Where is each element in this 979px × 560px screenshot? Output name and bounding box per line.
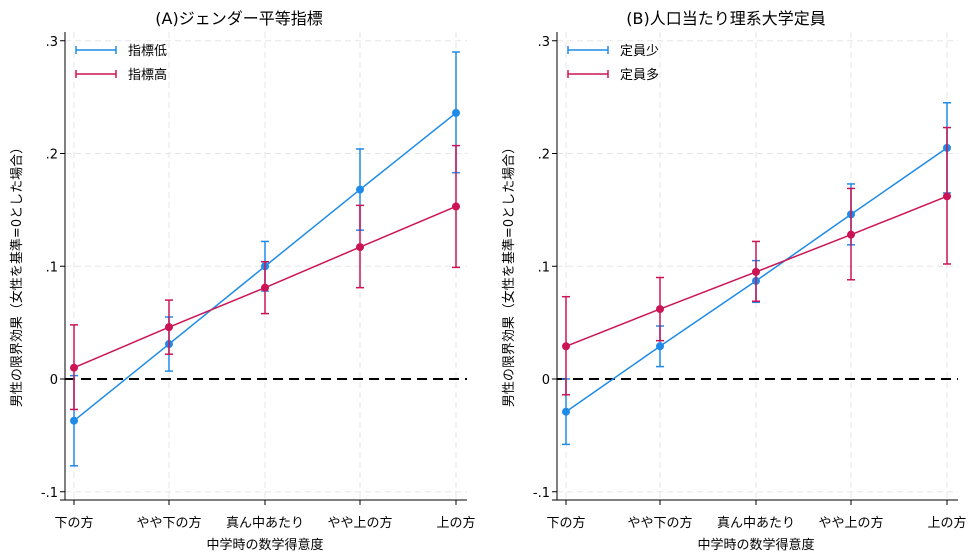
data-point: [356, 185, 364, 194]
legend-entry: 定員少: [567, 44, 659, 59]
x-tick-label: やや下の方: [627, 515, 692, 531]
data-point: [562, 342, 570, 351]
legend-label: 指標低: [128, 44, 167, 59]
panel-gender-equality: (A)ジェンダー平等指標 中学時の数学得意度 男性の限界効果（女性を基準=0とし…: [9, 9, 476, 553]
legend-entry: 指標低: [75, 44, 167, 59]
panel-title: (A)ジェンダー平等指標: [155, 9, 322, 28]
x-tick-label: やや上の方: [327, 515, 392, 531]
data-point: [847, 230, 855, 239]
data-point: [656, 305, 664, 314]
data-point: [752, 267, 760, 276]
panel-title: (B)人口当たり理系大学定員: [626, 9, 825, 28]
data-point: [70, 363, 78, 372]
data-point: [70, 416, 78, 425]
x-tick-label: やや上の方: [818, 515, 883, 531]
data-point: [562, 407, 570, 416]
data-point: [452, 202, 460, 211]
x-axis-label: 中学時の数学得意度: [697, 537, 814, 553]
legend-label: 指標高: [128, 67, 167, 83]
y-tick-label: -.1: [533, 486, 550, 501]
legend-label: 定員少: [620, 44, 659, 59]
data-point: [452, 108, 460, 117]
data-point: [356, 243, 364, 252]
x-tick-label: 下の方: [546, 515, 585, 531]
x-tick-label: 真ん中あたり: [717, 516, 795, 531]
y-tick-label: .3: [538, 35, 550, 50]
y-tick-label: -.1: [41, 486, 58, 501]
y-tick-label: 0: [542, 373, 550, 388]
x-axis-label: 中学時の数学得意度: [206, 537, 323, 553]
x-tick-label: 下の方: [54, 515, 93, 531]
series-指標高: [70, 144, 460, 411]
x-tick-label: 真ん中あたり: [226, 516, 304, 531]
y-tick-label: .2: [46, 148, 58, 163]
series-指標低: [70, 51, 460, 467]
panel-science-university-capacity: (B)人口当たり理系大学定員 中学時の数学得意度 男性の限界効果（女性を基準=0…: [501, 9, 967, 553]
x-tick-label: やや下の方: [136, 515, 201, 531]
x-tick-label: 上の方: [436, 515, 475, 531]
data-point: [165, 323, 173, 332]
legend-label: 定員多: [620, 67, 659, 83]
series-定員多: [562, 126, 951, 396]
y-axis-label: 男性の限界効果（女性を基準=0とした場合）: [9, 141, 25, 407]
legend-entry: 指標高: [75, 67, 167, 83]
y-tick-label: .1: [538, 260, 550, 275]
y-tick-label: 0: [50, 373, 58, 388]
x-tick-label: 上の方: [927, 515, 966, 531]
y-tick-label: .1: [46, 260, 58, 275]
y-tick-label: .3: [46, 35, 58, 50]
data-point: [943, 192, 951, 201]
data-point: [656, 342, 664, 351]
y-tick-label: .2: [538, 148, 550, 163]
data-point: [261, 283, 269, 292]
y-axis-label: 男性の限界効果（女性を基準=0とした場合）: [501, 141, 517, 407]
legend-entry: 定員多: [567, 67, 659, 83]
